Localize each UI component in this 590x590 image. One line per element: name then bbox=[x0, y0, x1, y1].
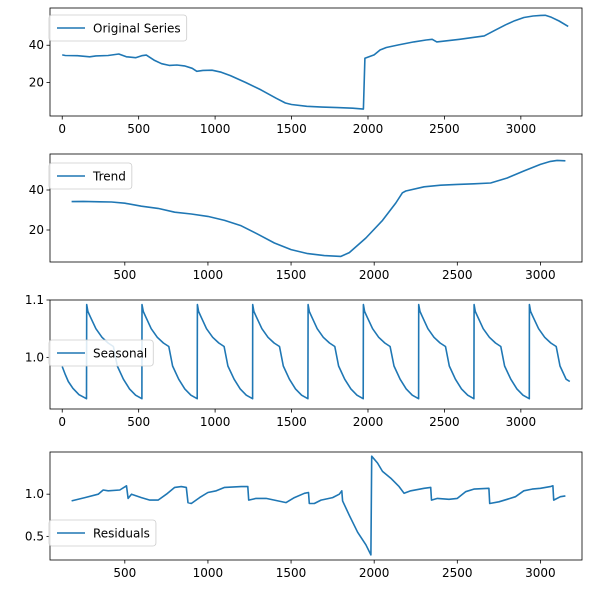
legend-box bbox=[48, 14, 188, 42]
x-tick-label: 2000 bbox=[359, 268, 390, 282]
x-tick-label: 3000 bbox=[525, 566, 556, 580]
series-line bbox=[71, 455, 566, 556]
subplot-3: 0 500 1000 1500 2000 2500 3000 1.0 1.1 Seasonal bbox=[25, 293, 583, 429]
legend-box bbox=[48, 519, 157, 547]
legend-box bbox=[48, 162, 133, 190]
y-tick-label: 1.1 bbox=[25, 293, 44, 307]
x-tick-label: 500 bbox=[127, 122, 150, 136]
y-tick-label: 1.0 bbox=[25, 487, 44, 501]
legend: Trend bbox=[48, 162, 133, 190]
x-tick-label: 3000 bbox=[525, 268, 556, 282]
x-tick-label: 0 bbox=[58, 415, 66, 429]
x-tick-label: 2000 bbox=[353, 415, 384, 429]
legend-label: Original Series bbox=[93, 22, 181, 36]
series-line bbox=[71, 159, 566, 258]
x-tick-label: 2000 bbox=[353, 122, 384, 136]
axes-frame bbox=[49, 7, 583, 117]
x-tick-label: 2500 bbox=[442, 566, 473, 580]
series-line bbox=[61, 303, 571, 400]
subplot-4: 500 1000 1500 2000 2500 3000 0.5 1.0 Residuals bbox=[25, 451, 583, 580]
legend: Residuals bbox=[48, 519, 157, 547]
y-tick-label: 40 bbox=[29, 38, 44, 52]
x-tick-label: 1500 bbox=[276, 566, 307, 580]
legend-box bbox=[48, 339, 154, 367]
axes-frame bbox=[49, 153, 583, 263]
axes-frame bbox=[49, 451, 583, 561]
legend: Seasonal bbox=[48, 339, 154, 367]
legend-label: Trend bbox=[92, 170, 126, 184]
legend: Original Series bbox=[48, 14, 188, 42]
x-tick-label: 0 bbox=[58, 122, 66, 136]
x-tick-label: 1000 bbox=[193, 566, 224, 580]
y-tick-label: 20 bbox=[29, 223, 44, 237]
y-tick-label: 20 bbox=[29, 75, 44, 89]
legend-label: Seasonal bbox=[93, 347, 147, 361]
x-tick-label: 1000 bbox=[193, 268, 224, 282]
x-tick-label: 500 bbox=[113, 566, 136, 580]
x-tick-label: 2500 bbox=[442, 268, 473, 282]
y-tick-label: 1.0 bbox=[25, 350, 44, 364]
x-tick-label: 1000 bbox=[200, 122, 231, 136]
x-tick-label: 1500 bbox=[276, 122, 307, 136]
subplot-1: 0 500 1000 1500 2000 2500 3000 20 40 Original Ser… bbox=[29, 7, 583, 136]
x-tick-label: 2000 bbox=[359, 566, 390, 580]
y-tick-label: 0.5 bbox=[25, 529, 44, 543]
subplot-2: 500 1000 1500 2000 2500 3000 20 40 Trend bbox=[29, 153, 583, 282]
x-tick-label: 1000 bbox=[200, 415, 231, 429]
legend-label: Residuals bbox=[93, 527, 150, 541]
series-line bbox=[62, 14, 569, 110]
x-tick-label: 3000 bbox=[506, 122, 537, 136]
x-tick-label: 1500 bbox=[276, 415, 307, 429]
x-tick-label: 2500 bbox=[429, 415, 460, 429]
x-tick-label: 500 bbox=[113, 268, 136, 282]
x-tick-label: 1500 bbox=[276, 268, 307, 282]
x-tick-label: 2500 bbox=[429, 122, 460, 136]
x-tick-label: 3000 bbox=[506, 415, 537, 429]
x-tick-label: 500 bbox=[127, 415, 150, 429]
y-tick-label: 40 bbox=[29, 183, 44, 197]
